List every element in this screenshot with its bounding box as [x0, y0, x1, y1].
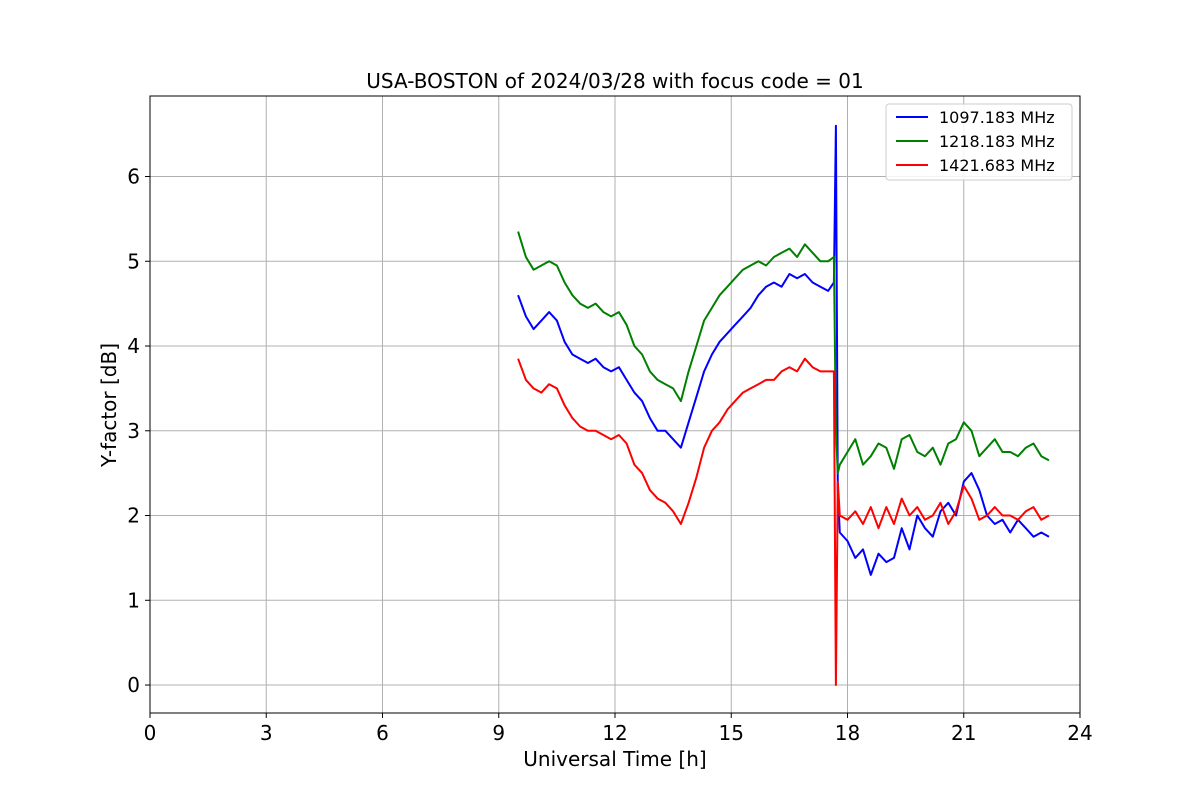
chart-title: USA-BOSTON of 2024/03/28 with focus code… — [366, 69, 863, 93]
legend-box — [885, 103, 1073, 181]
x-tick-label-1: 3 — [260, 721, 273, 745]
series-layer — [517, 124, 1050, 686]
legend-label-0: 1097.183 MHz — [939, 108, 1055, 127]
y-tick-label-5: 5 — [127, 249, 140, 273]
x-tick-label-6: 18 — [835, 721, 860, 745]
x-tick-label-0: 0 — [144, 721, 157, 745]
legend: 1097.183 MHz 1218.183 MHz 1421.683 MHz — [885, 103, 1073, 181]
y-axis: 0 1 2 3 4 5 6 — [127, 165, 150, 697]
x-tick-label-7: 21 — [951, 721, 976, 745]
series-line-2 — [517, 357, 1050, 686]
x-tick-label-3: 9 — [492, 721, 505, 745]
y-tick-label-0: 0 — [127, 673, 140, 697]
x-tick-label-4: 12 — [602, 721, 627, 745]
y-tick-label-1: 1 — [127, 588, 140, 612]
y-tick-label-4: 4 — [127, 334, 140, 358]
x-tick-label-8: 24 — [1067, 721, 1092, 745]
y-axis-label: Y-factor [dB] — [97, 343, 121, 468]
x-axis-label: Universal Time [h] — [523, 747, 706, 771]
legend-label-2: 1421.683 MHz — [939, 156, 1055, 175]
x-tick-label-2: 6 — [376, 721, 389, 745]
y-tick-label-2: 2 — [127, 504, 140, 528]
legend-label-1: 1218.183 MHz — [939, 132, 1055, 151]
series-line-1 — [517, 231, 1050, 475]
x-tick-label-5: 15 — [719, 721, 744, 745]
y-tick-label-6: 6 — [127, 165, 140, 189]
y-tick-label-3: 3 — [127, 419, 140, 443]
x-axis: 0 3 6 9 12 15 18 21 24 — [144, 713, 1093, 745]
